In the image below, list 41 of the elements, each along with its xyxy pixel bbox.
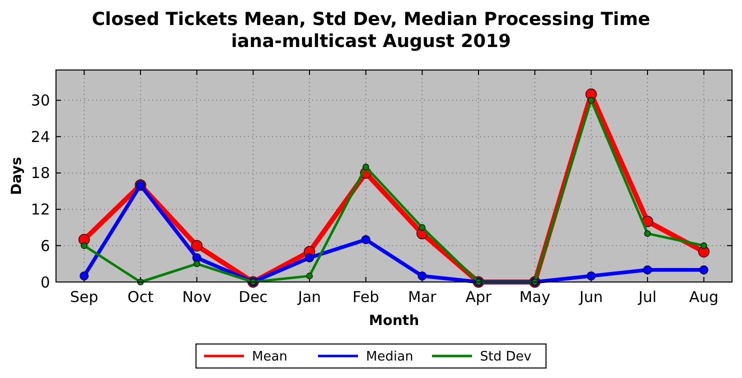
y-axis-title: Days [9, 156, 25, 196]
point [80, 271, 89, 280]
x-axis-title: Month [368, 313, 420, 329]
x-tick-label: Apr [466, 288, 492, 306]
x-tick-label: Jul [637, 288, 657, 306]
x-tick-label: May [519, 288, 550, 306]
point [643, 265, 652, 274]
point [194, 260, 200, 268]
point [586, 271, 596, 280]
y-tick-label: 0 [40, 273, 50, 292]
point [418, 271, 427, 280]
point [305, 253, 314, 262]
legend-label: Mean [252, 350, 288, 365]
x-tick-label: Aug [689, 288, 718, 306]
point [191, 240, 203, 252]
y-tick-label: 18 [30, 164, 50, 182]
chart-title: Closed Tickets Mean, Std Dev, Median Processing Time [92, 9, 650, 30]
x-tick-label: Feb [352, 288, 380, 306]
point [362, 164, 370, 170]
legend-label: Std Dev [480, 350, 532, 365]
point [644, 230, 651, 237]
point [700, 242, 708, 249]
y-tick-label: 6 [40, 236, 50, 255]
point [588, 96, 594, 104]
y-tick-label: 12 [30, 200, 50, 219]
y-tick-label: 24 [30, 128, 50, 146]
x-tick-label: Mar [408, 288, 438, 306]
x-tick-label: Jun [578, 288, 603, 306]
y-tick-label: 30 [30, 92, 50, 110]
x-tick-label: Oct [128, 288, 154, 306]
point [699, 265, 708, 274]
point [306, 272, 313, 280]
point [361, 235, 370, 244]
x-tick-label: Sep [70, 288, 98, 306]
point [80, 242, 88, 249]
legend-label: Median [366, 350, 414, 365]
point [418, 224, 426, 231]
chart-subtitle: iana-multicast August 2019 [231, 31, 511, 52]
x-tick-label: Jan [296, 288, 322, 306]
x-tick-label: Nov [182, 288, 212, 306]
x-tick-label: Dec [238, 288, 268, 306]
